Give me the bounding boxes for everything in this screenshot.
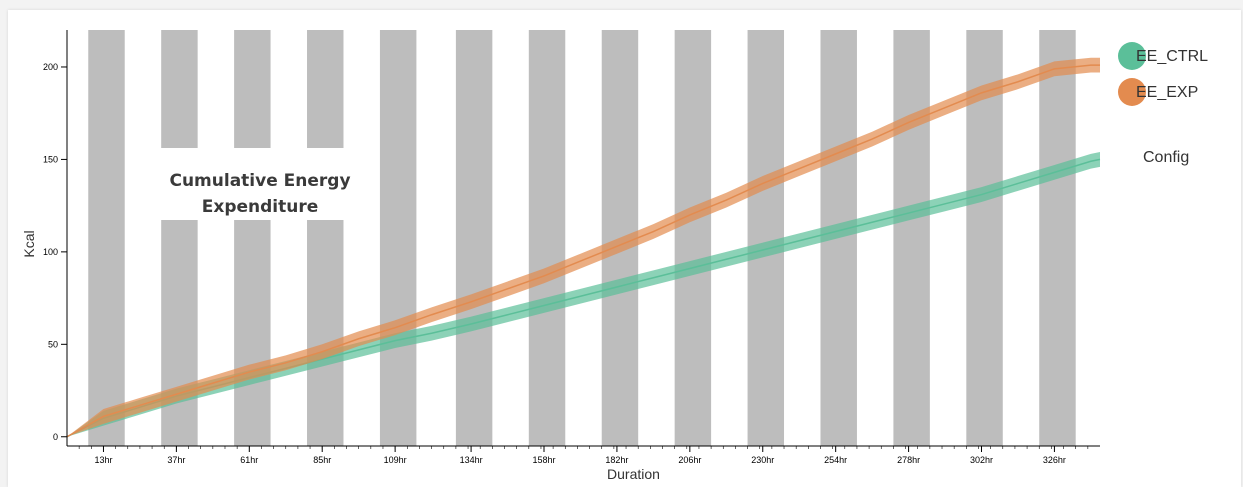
x-tick-label-13: 326hr — [1043, 455, 1066, 465]
x-tick-label-3: 85hr — [313, 455, 331, 465]
x-tick-label-6: 158hr — [532, 455, 555, 465]
y-tick-label-4: 200 — [43, 62, 58, 72]
x-tick-label-11: 278hr — [897, 455, 920, 465]
x-tick-label-4: 109hr — [384, 455, 407, 465]
series-layer — [66, 57, 1101, 438]
y-tick-label-1: 50 — [48, 339, 58, 349]
energy-expenditure-chart: 13hr 37hr 61hr 85hr 109hr 134hr 158hr 182hr 206h… — [21, 30, 1101, 482]
x-tick-label-7: 182hr — [605, 455, 628, 465]
dark-phase-band-4 — [379, 30, 417, 446]
dark-phase-band-0 — [88, 30, 125, 446]
dark-phase-band-3 — [307, 30, 344, 446]
x-tick-label-10: 254hr — [824, 455, 847, 465]
config-button[interactable]: Config — [1143, 149, 1190, 166]
y-tick-label-2: 100 — [43, 247, 58, 257]
dark-phase-band-8 — [674, 30, 712, 446]
x-axis-label: Duration — [607, 466, 660, 482]
dark-phase-band-13 — [1039, 30, 1076, 446]
legend-label-ee-exp: EE_EXP — [1136, 84, 1199, 101]
axes: 13hr 37hr 61hr 85hr 109hr 134hr 158hr 182hr 206h… — [21, 30, 1100, 482]
dark-phase-band-11 — [893, 30, 930, 446]
title-backdrop — [148, 148, 378, 220]
series-line-ee-exp — [66, 64, 1100, 438]
x-tick-label-0: 13hr — [94, 455, 112, 465]
x-tick-label-1: 37hr — [167, 455, 185, 465]
chart-card: 13hr 37hr 61hr 85hr 109hr 134hr 158hr 182hr 206h… — [8, 10, 1241, 487]
y-axis-label: Kcal — [21, 230, 37, 257]
legend-swatch-ee-ctrl — [1118, 42, 1146, 70]
series-band-ee-ctrl — [67, 152, 1100, 437]
legend-label-ee-ctrl: EE_CTRL — [1136, 48, 1209, 65]
x-tick-label-12: 302hr — [970, 455, 993, 465]
series-band-ee-exp — [67, 57, 1100, 437]
x-tick-label-8: 206hr — [678, 455, 701, 465]
y-tick-label-3: 150 — [43, 154, 58, 164]
chart-title: Cumulative Energy Expenditure — [169, 171, 351, 217]
y-tick-label-0: 0 — [53, 432, 58, 442]
x-tick-label-9: 230hr — [751, 455, 774, 465]
dark-phase-band-5 — [455, 30, 493, 446]
dark-phase-band-9 — [747, 30, 785, 446]
x-tick-label-2: 61hr — [240, 455, 258, 465]
dark-phase-bands — [88, 30, 1076, 446]
dark-phase-band-1 — [161, 30, 198, 446]
x-tick-label-5: 134hr — [460, 455, 483, 465]
legend-swatch-ee-exp — [1118, 78, 1146, 106]
dark-phase-band-6 — [528, 30, 566, 446]
